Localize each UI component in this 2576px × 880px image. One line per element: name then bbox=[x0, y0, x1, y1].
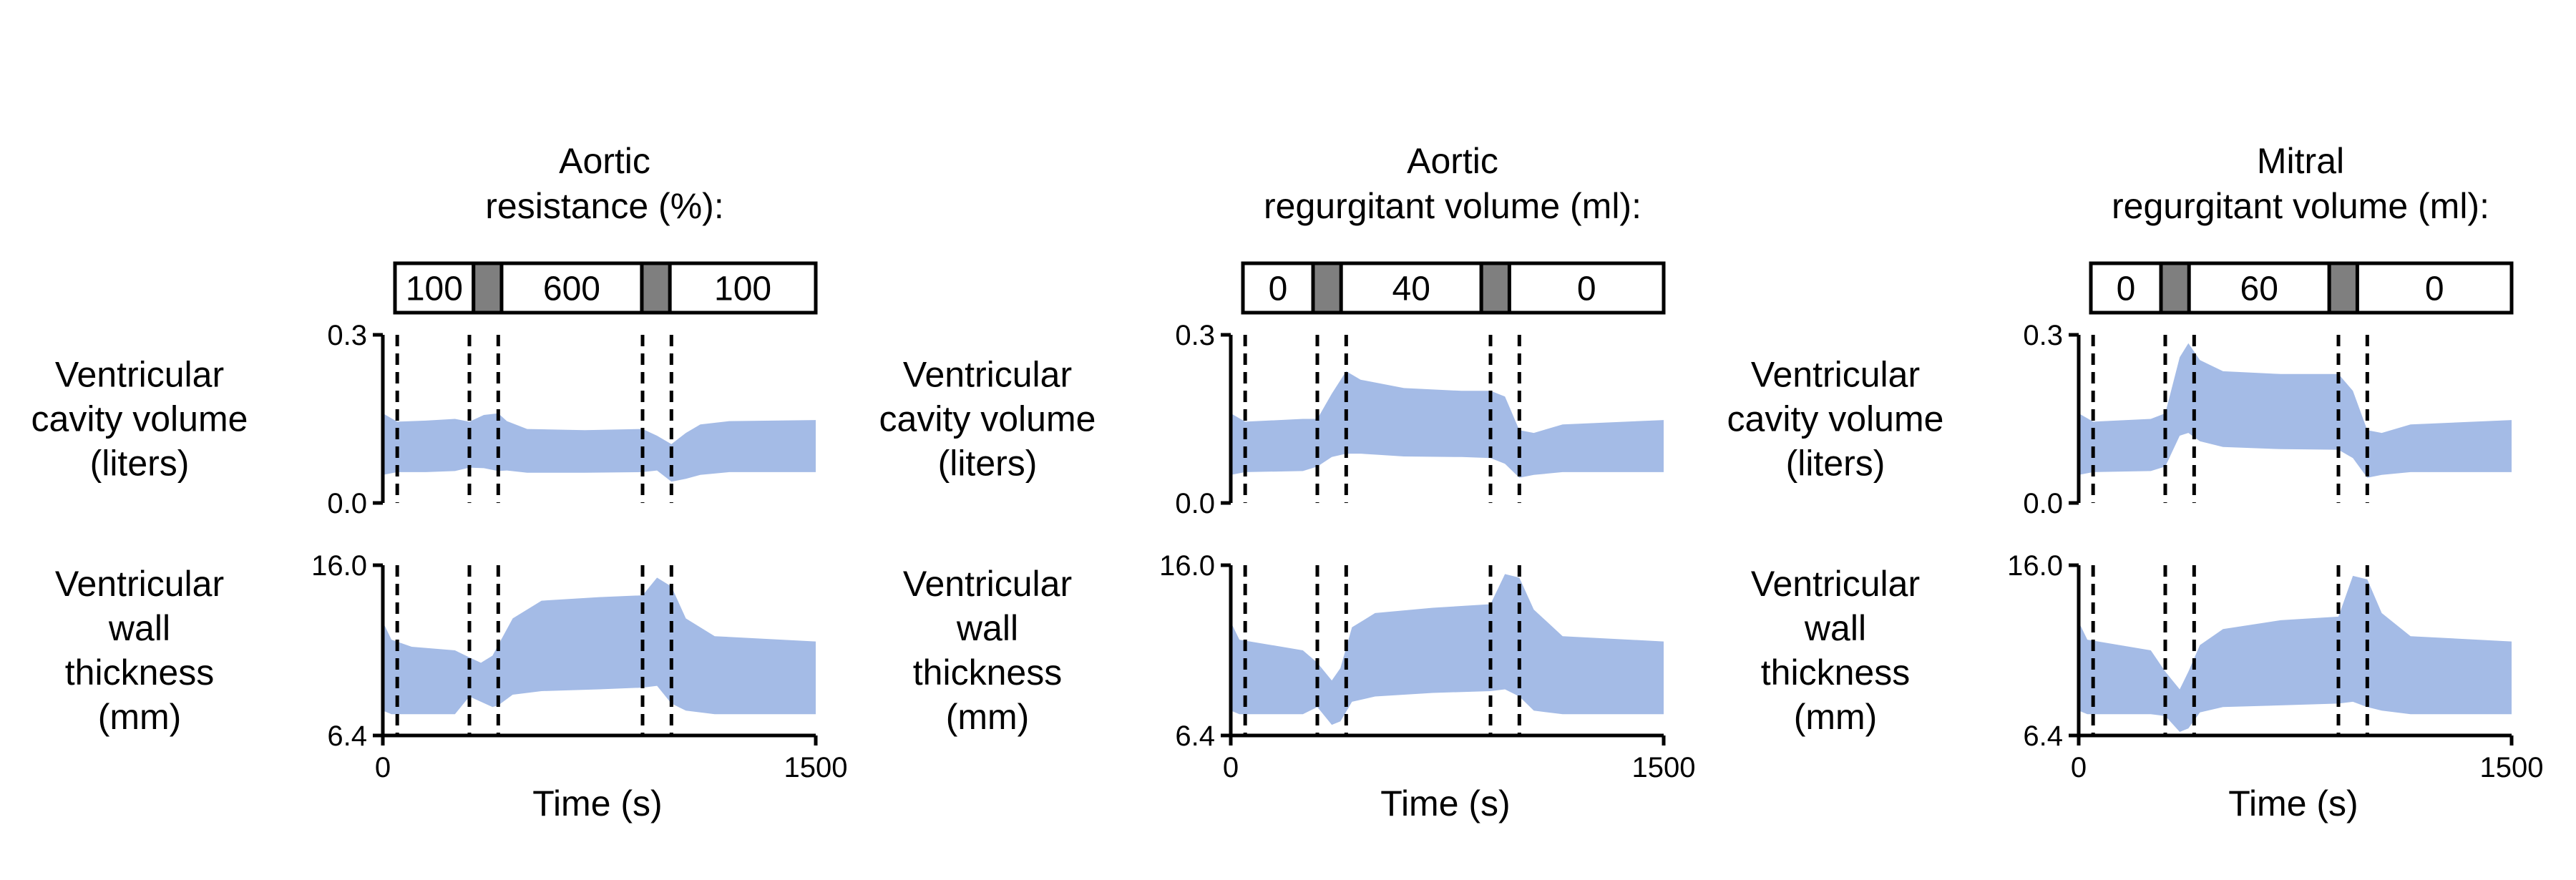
y-axis-label-line: wall bbox=[108, 608, 170, 648]
protocol-segment-label: 0 bbox=[1269, 270, 1288, 308]
data-band bbox=[1231, 574, 1664, 725]
x-tick-label: 0 bbox=[375, 752, 391, 783]
x-axis-label: Time (s) bbox=[1380, 783, 1510, 823]
protocol-bar-frame bbox=[393, 261, 818, 315]
protocol-segment-label: 100 bbox=[406, 270, 463, 308]
y-axis-label-line: thickness bbox=[65, 652, 214, 693]
protocol-bar: 0 40 0 bbox=[1241, 261, 1666, 315]
y-axis-label-line: Ventricular bbox=[903, 564, 1072, 604]
protocol-bar: 0 60 0 bbox=[2089, 261, 2514, 315]
x-tick-label: 1500 bbox=[2480, 752, 2544, 783]
y-tick-label: 0.3 bbox=[2023, 320, 2063, 351]
chart-title-line: Aortic bbox=[1407, 141, 1498, 181]
y-axis-label-line: (mm) bbox=[1794, 697, 1878, 737]
y-axis-label-line: thickness bbox=[913, 652, 1062, 693]
chart-title-line: regurgitant volume (ml): bbox=[2112, 186, 2489, 226]
x-tick-label: 1500 bbox=[1632, 752, 1696, 783]
protocol-transition bbox=[2159, 261, 2191, 315]
protocol-segment-label: 0 bbox=[1577, 270, 1596, 308]
data-band bbox=[383, 413, 816, 482]
protocol-bar: 100 600 100 bbox=[393, 261, 818, 315]
protocol-transition bbox=[472, 261, 504, 315]
chart-title-line: Mitral bbox=[2257, 141, 2344, 181]
y-axis-label-line: (mm) bbox=[946, 697, 1030, 737]
y-tick-label: 0.0 bbox=[2023, 488, 2063, 519]
y-tick-label: 0.3 bbox=[327, 320, 367, 351]
y-tick-label: 6.4 bbox=[2023, 720, 2063, 752]
data-band bbox=[2079, 575, 2512, 732]
chart-column-1: Aortic resistance (%): 100 600 100 0.3 0.0 Vent… bbox=[31, 141, 848, 823]
y-axis-label-line: Ventricular bbox=[55, 564, 224, 604]
y-axis-label-line: (liters) bbox=[1786, 444, 1885, 484]
y-tick-label: 16.0 bbox=[2007, 550, 2063, 582]
protocol-transition bbox=[1311, 261, 1343, 315]
y-tick-label: 0.3 bbox=[1175, 320, 1215, 351]
x-tick-label: 0 bbox=[1223, 752, 1239, 783]
y-axis-label-line: Ventricular bbox=[1751, 355, 1920, 395]
data-band bbox=[1231, 371, 1664, 478]
y-axis-label-line: Ventricular bbox=[903, 355, 1072, 395]
protocol-segment-label: 60 bbox=[2240, 270, 2278, 308]
protocol-segment-label: 600 bbox=[543, 270, 600, 308]
protocol-transition bbox=[640, 261, 672, 315]
chart-title-line: resistance (%): bbox=[485, 186, 723, 226]
y-axis-label-line: cavity volume bbox=[1727, 399, 1944, 439]
y-axis-label-line: (mm) bbox=[98, 697, 182, 737]
data-band bbox=[383, 577, 816, 715]
y-axis-label-line: wall bbox=[956, 608, 1018, 648]
y-tick-label: 0.0 bbox=[327, 488, 367, 519]
y-axis-label-line: (liters) bbox=[938, 444, 1038, 484]
chart-column-3: Mitral regurgitant volume (ml): 0 60 0 0.3 0.0… bbox=[1727, 141, 2544, 823]
protocol-bar-frame bbox=[2089, 261, 2514, 315]
y-axis-label-line: wall bbox=[1804, 608, 1866, 648]
y-axis-label-line: thickness bbox=[1761, 652, 1910, 693]
data-band bbox=[2079, 343, 2512, 478]
protocol-segment-label: 100 bbox=[714, 270, 771, 308]
y-tick-label: 16.0 bbox=[1159, 550, 1215, 582]
x-axis-label: Time (s) bbox=[532, 783, 662, 823]
y-tick-label: 16.0 bbox=[311, 550, 367, 582]
y-axis-label-line: Ventricular bbox=[55, 355, 224, 395]
y-axis-label-line: Ventricular bbox=[1751, 564, 1920, 604]
chart-title-line: Aortic bbox=[559, 141, 650, 181]
y-axis-label-line: cavity volume bbox=[879, 399, 1096, 439]
y-axis-label-line: (liters) bbox=[90, 444, 190, 484]
protocol-segment-label: 0 bbox=[2425, 270, 2444, 308]
protocol-transition bbox=[1479, 261, 1511, 315]
chart-column-2: Aortic regurgitant volume (ml): 0 40 0 0.3 0.0… bbox=[879, 141, 1696, 823]
y-tick-label: 6.4 bbox=[1175, 720, 1215, 752]
x-tick-label: 0 bbox=[2071, 752, 2087, 783]
protocol-bar-frame bbox=[1241, 261, 1666, 315]
x-tick-label: 1500 bbox=[784, 752, 848, 783]
chart-title-line: regurgitant volume (ml): bbox=[1264, 186, 1641, 226]
y-axis-label-line: cavity volume bbox=[31, 399, 248, 439]
y-tick-label: 0.0 bbox=[1175, 488, 1215, 519]
protocol-segment-label: 40 bbox=[1392, 270, 1430, 308]
x-axis-label: Time (s) bbox=[2228, 783, 2358, 823]
y-tick-label: 6.4 bbox=[327, 720, 367, 752]
protocol-transition bbox=[2327, 261, 2359, 315]
protocol-segment-label: 0 bbox=[2117, 270, 2136, 308]
